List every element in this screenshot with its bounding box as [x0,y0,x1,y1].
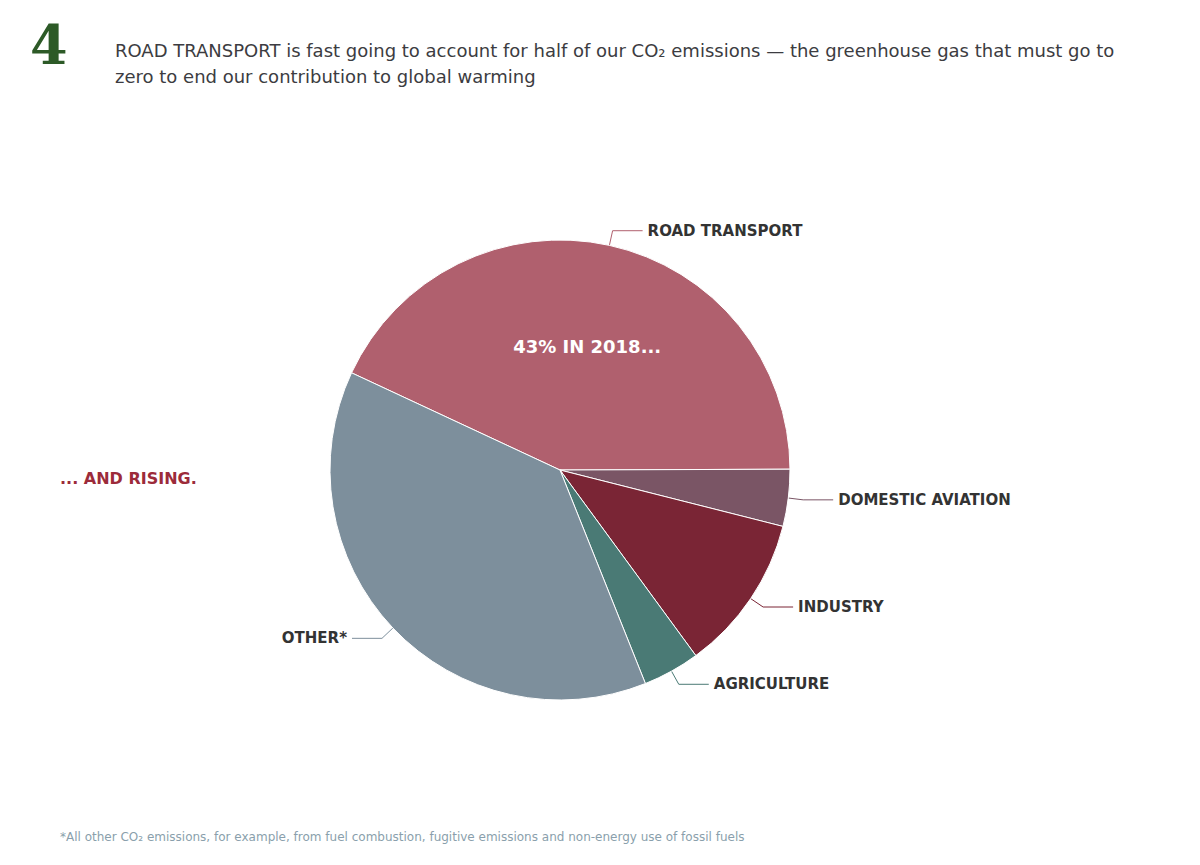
svg-text:OTHER*: OTHER* [282,629,347,647]
svg-text:DOMESTIC AVIATION: DOMESTIC AVIATION [838,491,1011,509]
svg-text:... AND RISING.: ... AND RISING. [60,469,197,488]
svg-text:zero to end our contribution t: zero to end our contribution to global w… [115,66,536,87]
svg-text:INDUSTRY: INDUSTRY [798,598,885,616]
svg-text:43% IN 2018...: 43% IN 2018... [513,336,661,357]
svg-text:4: 4 [30,13,68,77]
svg-text:AGRICULTURE: AGRICULTURE [714,675,830,693]
svg-text:ROAD TRANSPORT: ROAD TRANSPORT [648,222,804,240]
svg-text:*All other CO₂ emissions, for: *All other CO₂ emissions, for example, f… [60,830,744,844]
svg-text:ROAD TRANSPORT is fast going t: ROAD TRANSPORT is fast going to account … [115,40,1120,61]
